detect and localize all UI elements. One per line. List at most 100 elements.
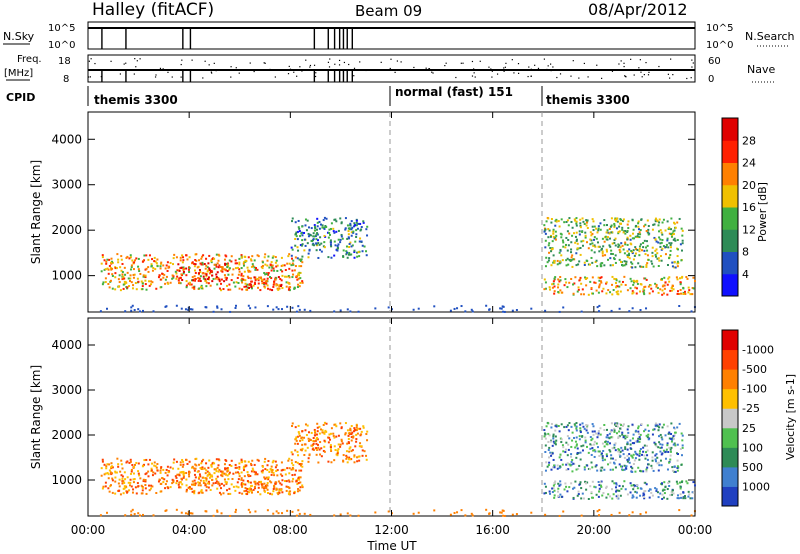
- power-cell: [307, 232, 310, 235]
- power-cell: [329, 243, 332, 246]
- velocity-cell: [329, 444, 332, 447]
- station-title: Halley (fitACF): [92, 0, 214, 20]
- power-cell: [675, 276, 678, 279]
- power-cell: [333, 218, 336, 221]
- power-cell: [185, 280, 188, 283]
- velocity-cell: [640, 423, 643, 426]
- power-cell: [618, 280, 621, 283]
- velocity-cell: [349, 514, 352, 517]
- power-cell: [638, 231, 641, 234]
- velocity-cell: [552, 487, 555, 490]
- power-cell: [297, 226, 300, 229]
- power-cell: [499, 307, 502, 310]
- velocity-cell: [645, 444, 648, 447]
- velocity-cell: [242, 467, 245, 470]
- power-cell: [628, 257, 631, 260]
- power-cell: [576, 290, 579, 293]
- power-cell: [238, 261, 241, 264]
- velocity-cbar-swatch: [722, 369, 738, 390]
- velocity-cell: [280, 489, 283, 492]
- velocity-cell: [543, 434, 546, 437]
- power-cell: [636, 282, 639, 285]
- power-cell: [272, 255, 275, 258]
- velocity-cell: [647, 433, 650, 436]
- velocity-cell: [204, 482, 207, 485]
- velocity-cell: [580, 445, 583, 448]
- velocity-cell: [294, 437, 297, 440]
- power-cell: [449, 309, 452, 312]
- velocity-cell: [310, 431, 313, 434]
- x-ticks: 00:00 04:00 08:00 12:00 16:00 20:00 00:00: [71, 112, 712, 537]
- power-cell: [597, 291, 600, 294]
- power-cell: [643, 293, 646, 296]
- power-cell: [125, 256, 128, 259]
- power-cell: [137, 265, 140, 268]
- power-cell: [237, 281, 240, 284]
- velocity-cell: [595, 493, 598, 496]
- velocity-cell: [307, 437, 310, 440]
- power-cell: [330, 256, 333, 259]
- velocity-cell: [558, 466, 561, 469]
- velocity-cell: [609, 468, 612, 471]
- velocity-cell: [167, 487, 170, 490]
- power-cell: [265, 279, 268, 282]
- power-cell: [101, 256, 104, 259]
- velocity-cell: [276, 469, 279, 472]
- power-cell: [627, 227, 630, 230]
- velocity-cell: [552, 466, 555, 469]
- velocity-cell: [312, 448, 315, 451]
- power-cell: [178, 277, 181, 280]
- power-cell: [322, 245, 325, 248]
- power-cell: [121, 273, 124, 276]
- power-cell: [230, 279, 233, 282]
- power-cell: [616, 285, 619, 288]
- power-cell: [287, 274, 290, 277]
- velocity-cell: [624, 488, 627, 491]
- velocity-cell: [350, 436, 353, 439]
- power-cell: [237, 273, 240, 276]
- power-cell: [285, 275, 288, 278]
- power-cell: [99, 310, 102, 313]
- velocity-cell: [176, 479, 179, 482]
- power-cell: [552, 254, 555, 257]
- power-cell: [619, 246, 622, 249]
- velocity-cell: [137, 472, 140, 475]
- power-cell: [138, 310, 141, 313]
- power-cell: [123, 280, 126, 283]
- velocity-cell: [103, 463, 106, 466]
- velocity-cell: [590, 453, 593, 456]
- velocity-cell: [210, 465, 213, 468]
- power-cell: [276, 287, 279, 290]
- power-cell: [615, 278, 618, 281]
- power-cell: [669, 243, 672, 246]
- power-cell: [109, 279, 112, 282]
- nave-point: [305, 59, 307, 61]
- power-cell: [109, 280, 112, 283]
- velocity-cell: [124, 478, 127, 481]
- velocity-cell: [617, 435, 620, 438]
- velocity-cell: [573, 436, 576, 439]
- velocity-cell: [240, 458, 243, 461]
- power-cell: [583, 264, 586, 267]
- power-cell: [329, 239, 332, 242]
- power-cell: [128, 279, 131, 282]
- power-cell: [684, 292, 687, 295]
- power-cell: [623, 252, 626, 255]
- power-cell: [300, 244, 303, 247]
- power-cell: [153, 256, 156, 259]
- velocity-cell: [616, 422, 619, 425]
- velocity-cell: [592, 433, 595, 436]
- velocity-cell: [316, 438, 319, 441]
- power-cell: [154, 268, 157, 271]
- velocity-cell: [661, 452, 664, 455]
- velocity-cell: [655, 445, 658, 448]
- power-cell: [693, 280, 696, 283]
- power-cell: [188, 266, 191, 269]
- power-cell: [205, 264, 208, 267]
- power-cell: [643, 289, 646, 292]
- power-cell: [650, 260, 653, 263]
- velocity-cell: [204, 477, 207, 480]
- velocity-cell: [603, 468, 606, 471]
- power-cell: [652, 265, 655, 268]
- power-cell: [568, 232, 571, 235]
